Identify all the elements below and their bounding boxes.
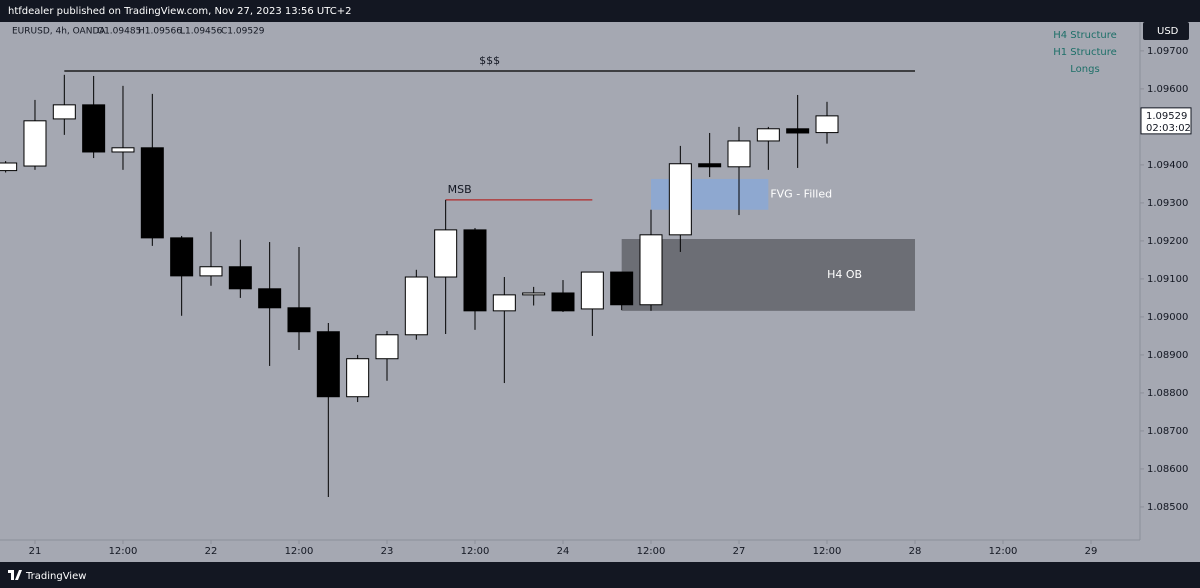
candle-body bbox=[434, 229, 458, 278]
candle-body bbox=[111, 147, 135, 153]
top-bar bbox=[0, 0, 1200, 22]
ohlc-close: C1.09529 bbox=[221, 27, 265, 37]
legend-item: H1 Structure bbox=[1053, 47, 1117, 58]
x-tick-label: 22 bbox=[205, 546, 218, 557]
candle-body bbox=[140, 147, 164, 239]
y-tick-label: 1.09700 bbox=[1147, 46, 1188, 57]
candle-body bbox=[639, 234, 663, 306]
ohlc-open: O1.09485 bbox=[97, 27, 141, 37]
y-tick-label: 1.09200 bbox=[1147, 236, 1188, 247]
y-tick-label: 1.09600 bbox=[1147, 84, 1188, 95]
candle-body bbox=[258, 288, 282, 309]
x-tick-label: 12:00 bbox=[461, 546, 490, 557]
candle-body bbox=[786, 128, 810, 134]
currency[interactable]: USD bbox=[1157, 26, 1179, 37]
zone-label: FVG - Filled bbox=[770, 187, 832, 200]
candle-body bbox=[228, 266, 252, 290]
bottom-bar bbox=[0, 562, 1200, 588]
candle-body bbox=[23, 120, 47, 167]
candle-body bbox=[199, 266, 223, 277]
plot-area bbox=[0, 70, 916, 498]
price-label-box bbox=[1140, 107, 1192, 135]
currency-box[interactable] bbox=[1143, 22, 1189, 40]
x-tick-label: 28 bbox=[909, 546, 922, 557]
legend-item: Longs bbox=[1070, 64, 1099, 75]
level-label: MSB bbox=[448, 183, 472, 196]
x-tick-label: 12:00 bbox=[637, 546, 666, 557]
candle-body bbox=[727, 140, 751, 168]
zone-label: H4 OB bbox=[827, 268, 862, 281]
candle-body bbox=[580, 271, 604, 310]
y-tick-label: 1.09400 bbox=[1147, 160, 1188, 171]
ohlc-high: H1.09566 bbox=[138, 27, 182, 37]
candle-body bbox=[463, 229, 487, 312]
x-tick-label: 24 bbox=[557, 546, 570, 557]
x-tick-label: 23 bbox=[381, 546, 394, 557]
y-tick-label: 1.08900 bbox=[1147, 350, 1188, 361]
zone bbox=[621, 239, 916, 311]
candle-body bbox=[668, 163, 692, 236]
y-tick-label: 1.08800 bbox=[1147, 388, 1188, 399]
x-tick-label: 12:00 bbox=[813, 546, 842, 557]
level-label: $$$ bbox=[479, 54, 500, 67]
x-tick-label: 21 bbox=[29, 546, 42, 557]
x-tick-label: 29 bbox=[1085, 546, 1098, 557]
last-price: 1.09529 bbox=[1146, 111, 1187, 122]
candle-body bbox=[492, 294, 516, 312]
brand: TradingView bbox=[25, 571, 86, 582]
y-tick-label: 1.09000 bbox=[1147, 312, 1188, 323]
candle-body bbox=[82, 104, 106, 153]
y-tick-label: 1.09100 bbox=[1147, 274, 1188, 285]
candle-body bbox=[170, 237, 194, 277]
zone bbox=[650, 178, 769, 210]
candle-body bbox=[346, 358, 370, 398]
x-tick-label: 12:00 bbox=[109, 546, 138, 557]
candle-body bbox=[522, 292, 546, 296]
candle-body bbox=[316, 331, 340, 398]
y-tick-label: 1.08700 bbox=[1147, 426, 1188, 437]
y-tick-label: 1.08600 bbox=[1147, 464, 1188, 475]
candle-body bbox=[815, 115, 839, 134]
legend-item: H4 Structure bbox=[1053, 30, 1117, 41]
candle-body bbox=[375, 334, 399, 360]
countdown: 02:03:02 bbox=[1146, 123, 1191, 134]
x-tick-label: 12:00 bbox=[285, 546, 314, 557]
candle-body bbox=[52, 104, 76, 120]
candle-body bbox=[610, 271, 634, 306]
candle-body bbox=[698, 163, 722, 168]
x-tick-label: 12:00 bbox=[989, 546, 1018, 557]
y-tick-label: 1.08500 bbox=[1147, 502, 1188, 513]
ohlc-low: L1.09456 bbox=[180, 27, 223, 37]
symbol: EURUSD, 4h, OANDA bbox=[12, 27, 106, 37]
brand-logo bbox=[8, 570, 22, 580]
x-tick-label: 27 bbox=[733, 546, 746, 557]
candle-body bbox=[404, 276, 428, 336]
published-text: htfdealer published on TradingView.com, … bbox=[8, 6, 351, 17]
candle-body bbox=[756, 128, 780, 142]
candle-body bbox=[0, 162, 18, 172]
candle-body bbox=[551, 292, 575, 312]
candle-body bbox=[287, 307, 311, 333]
y-tick-label: 1.09300 bbox=[1147, 198, 1188, 209]
